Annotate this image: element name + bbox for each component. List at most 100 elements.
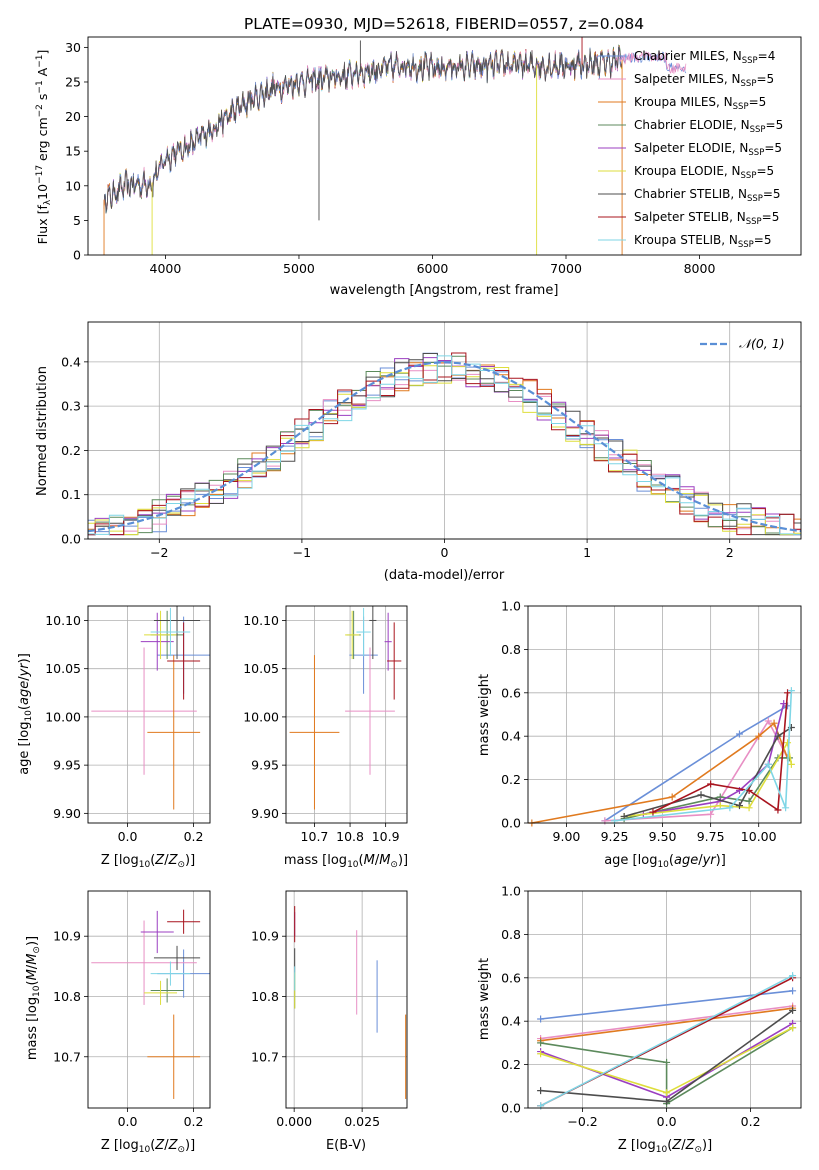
series-marker-chabrier-miles bbox=[789, 987, 797, 995]
y-tick-label: 10.05 bbox=[243, 661, 279, 676]
x-tick-label: 0.0 bbox=[657, 1114, 677, 1129]
x-tick-label: 0.2 bbox=[184, 1114, 204, 1129]
y-tick-label: 10.00 bbox=[243, 709, 279, 724]
axes-frame bbox=[527, 605, 802, 824]
series-marker-chabrier-elodie bbox=[537, 1039, 545, 1047]
x-tick-label: 4000 bbox=[150, 261, 182, 276]
normal-curve bbox=[88, 361, 801, 533]
series-line-chabrier-miles bbox=[540, 990, 793, 1020]
series-marker-salpeter-stelib bbox=[745, 786, 753, 794]
mass-vs-metallicity-panel: 0.0 0.2 10.7 10.8 10.9 bbox=[53, 890, 211, 1129]
series-marker-salpeter-stelib bbox=[774, 806, 782, 814]
y-tick-label: 9.90 bbox=[251, 806, 279, 821]
wZ-xlabel: Z [log10(Z/Z⊙)] bbox=[618, 1138, 712, 1155]
x-tick-label: 0.0 bbox=[118, 1114, 138, 1129]
wAge-xlabel: age [log10(age/yr)] bbox=[604, 853, 726, 870]
legend-label-kroupa-stelib: Kroupa STELIB, NSSP=5 bbox=[634, 233, 772, 250]
residuals-xlabel: (data-model)/error bbox=[384, 568, 505, 583]
y-tick-label: 0.4 bbox=[501, 1014, 521, 1029]
y-tick-label: 10.00 bbox=[45, 709, 81, 724]
svg-text:Flux [fλ10−17 erg cm−2 s−1 A−1: Flux [fλ10−17 erg cm−2 s−1 A−1] bbox=[35, 50, 53, 245]
legend-label-chabrier-elodie: Chabrier ELODIE, NSSP=5 bbox=[634, 118, 783, 135]
series-marker-chabrier-miles bbox=[735, 730, 743, 738]
y-tick-label: 10.10 bbox=[243, 613, 279, 628]
x-tick-label: 10.9 bbox=[372, 829, 400, 844]
y-tick-label: 30 bbox=[65, 40, 81, 55]
y-tick-label: 10.7 bbox=[53, 1049, 81, 1064]
y-tick-label: 25 bbox=[65, 74, 81, 89]
svg-text:Z [log10(Z/Z⊙)]: Z [log10(Z/Z⊙)] bbox=[618, 1138, 712, 1155]
legend-label-normal: 𝒩(0, 1) bbox=[739, 336, 785, 351]
series-marker-salpeter-stelib bbox=[707, 780, 715, 788]
spectrum-legend: Chabrier MILES, NSSP=4 Salpeter MILES, NS… bbox=[598, 49, 783, 250]
y-tick-label: 0.2 bbox=[61, 443, 81, 458]
x-tick-label: 5000 bbox=[283, 261, 315, 276]
x-tick-label: 1 bbox=[583, 545, 591, 560]
y-tick-label: 0.4 bbox=[501, 729, 521, 744]
series-marker-salpeter-stelib bbox=[649, 808, 657, 816]
series-marker-kroupa-stelib bbox=[726, 804, 734, 812]
axes-frame bbox=[285, 890, 408, 1109]
series-marker-kroupa-elodie bbox=[789, 1024, 797, 1032]
x-tick-label: 2 bbox=[726, 545, 734, 560]
mE-xlabel: E(B-V) bbox=[326, 1138, 366, 1153]
x-tick-label: 9.50 bbox=[649, 829, 677, 844]
svg-text:Z [log10(Z/Z⊙)]: Z [log10(Z/Z⊙)] bbox=[101, 853, 195, 870]
histogram-group bbox=[88, 352, 801, 536]
series-marker-kroupa-miles bbox=[770, 719, 778, 727]
y-tick-label: 1.0 bbox=[501, 599, 521, 614]
figure-title: PLATE=0930, MJD=52618, FIBERID=0557, z=0… bbox=[244, 15, 644, 33]
legend-label-kroupa-miles: Kroupa MILES, NSSP=5 bbox=[634, 95, 766, 112]
series-line-chabrier-elodie bbox=[540, 1027, 794, 1106]
series-marker-chabrier-elodie bbox=[663, 1058, 671, 1066]
series-marker-chabrier-stelib bbox=[663, 1097, 671, 1105]
axes-frame bbox=[87, 605, 211, 824]
x-tick-label: −1 bbox=[293, 545, 311, 560]
x-tick-label: 0.025 bbox=[344, 1114, 380, 1129]
svg-text:mass [log10(M/M⊙)]: mass [log10(M/M⊙)] bbox=[25, 936, 42, 1060]
y-tick-label: 10.9 bbox=[53, 929, 81, 944]
y-tick-label: 20 bbox=[65, 109, 81, 124]
y-tick-label: 0.6 bbox=[501, 685, 521, 700]
residuals-panel: −2 −1 0 1 2 0.0 0.1 0.2 0.3 0.4 𝒩(0, 1) bbox=[61, 321, 802, 560]
x-tick-label: 0.000 bbox=[276, 1114, 312, 1129]
spectrum-line-chabrier-stelib bbox=[103, 46, 623, 214]
series-marker-chabrier-miles bbox=[537, 1015, 545, 1023]
y-tick-label: 5 bbox=[73, 213, 81, 228]
histogram-kroupa-stelib bbox=[88, 355, 801, 536]
y-tick-label: 0.8 bbox=[501, 642, 521, 657]
axes-frame bbox=[87, 321, 802, 540]
series-marker-kroupa-miles bbox=[668, 793, 676, 801]
series-marker-chabrier-stelib bbox=[620, 812, 628, 820]
series-marker-chabrier-stelib bbox=[537, 1087, 545, 1095]
y-tick-label: 9.95 bbox=[251, 758, 279, 773]
x-tick-label: 7000 bbox=[550, 261, 582, 276]
x-tick-label: 10.00 bbox=[741, 829, 777, 844]
y-tick-label: 0.0 bbox=[61, 532, 81, 547]
errorbar-group bbox=[91, 606, 210, 810]
legend-label-chabrier-stelib: Chabrier STELIB, NSSP=5 bbox=[634, 187, 781, 204]
svg-text:mass [log10(M/M⊙)]: mass [log10(M/M⊙)] bbox=[284, 853, 408, 870]
svg-text:age [log10(age/yr)]: age [log10(age/yr)] bbox=[604, 853, 726, 870]
spectrum-tail-salpeter-miles bbox=[619, 51, 687, 74]
x-tick-label: −2 bbox=[150, 545, 168, 560]
y-tick-label: 0.2 bbox=[501, 1057, 521, 1072]
y-tick-label: 9.90 bbox=[53, 806, 81, 821]
series-marker-chabrier-stelib bbox=[774, 732, 782, 740]
series-marker-kroupa-stelib bbox=[782, 804, 790, 812]
y-tick-label: 10 bbox=[65, 178, 81, 193]
series-marker-chabrier-stelib bbox=[735, 802, 743, 810]
legend-label-salpeter-miles: Salpeter MILES, NSSP=5 bbox=[634, 72, 774, 89]
series-group bbox=[528, 687, 795, 827]
spectrum-panel: 4000 5000 6000 7000 8000 0 5 10 15 20 25 30 Chabrier… bbox=[65, 36, 802, 276]
series-marker-kroupa-miles bbox=[755, 732, 763, 740]
age-vs-mass-panel: 10.7 10.8 10.9 9.90 9.95 10.00 10.05 10.10 bbox=[243, 605, 408, 844]
age-vs-metallicity-panel: 0.0 0.2 9.90 9.95 10.00 10.05 10.10 bbox=[45, 605, 211, 844]
series-marker-salpeter-miles bbox=[707, 810, 715, 818]
y-tick-label: 10.05 bbox=[45, 661, 81, 676]
x-tick-label: 0.2 bbox=[741, 1114, 761, 1129]
errorbar-group bbox=[289, 606, 402, 810]
spectrum-ylabel: Flux [fλ10−17 erg cm−2 s−1 A−1] bbox=[35, 50, 53, 245]
series-marker-kroupa-stelib bbox=[787, 687, 795, 695]
spectrum-lines bbox=[103, 37, 687, 255]
